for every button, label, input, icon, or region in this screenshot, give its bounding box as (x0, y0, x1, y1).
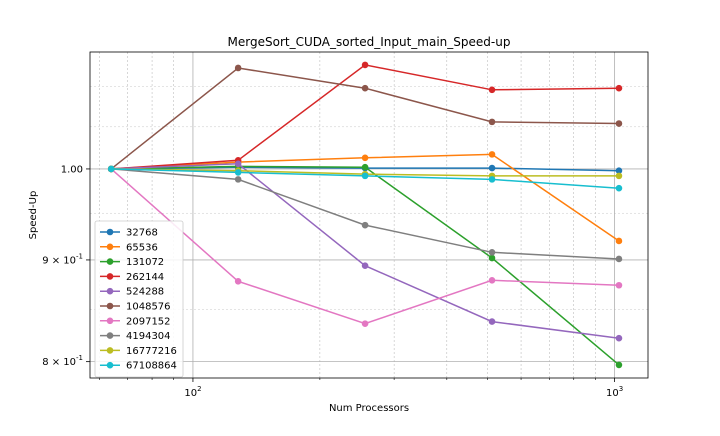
x-tick-label: 103 (606, 385, 623, 399)
x-tick-label: 102 (184, 385, 201, 399)
data-point-67108864 (361, 172, 369, 180)
legend: 32768 65536 131072 262144 524288 1048576 20971… (94, 220, 184, 378)
legend-label: 4194304 (126, 331, 171, 342)
legend-label: 16777216 (126, 346, 177, 357)
y-axis-label: Speed-Up (28, 191, 39, 240)
data-point-262144 (615, 84, 623, 92)
plot-area-frame (89, 51, 649, 379)
legend-label: 65536 (126, 242, 158, 253)
series-67108864 (107, 165, 623, 192)
legend-item: 262144 (100, 272, 164, 283)
data-point-32768 (488, 164, 496, 172)
data-point-16777216 (615, 172, 623, 180)
data-point-2097152 (361, 320, 369, 327)
data-point-32768 (615, 167, 623, 174)
legend-label: 67108864 (126, 361, 177, 372)
legend-item: 65536 (100, 242, 158, 253)
legend-item: 4194304 (100, 331, 171, 342)
y-tick-label: 1.00 (61, 164, 83, 175)
data-point-2097152 (615, 281, 623, 289)
data-point-262144 (488, 86, 496, 94)
data-point-4194304 (488, 248, 496, 256)
data-point-524288 (615, 334, 623, 342)
data-point-1048576 (488, 118, 496, 126)
legend-swatch-marker (106, 243, 114, 251)
data-point-1048576 (615, 120, 623, 127)
data-point-65536 (488, 151, 496, 158)
legend-item: 524288 (100, 287, 164, 298)
legend-swatch-marker (106, 302, 114, 310)
legend-label: 524288 (126, 287, 164, 298)
axis-ticks: 102 103 8 × 10-1 9 × 10-1 1.00 (42, 164, 623, 399)
legend-swatch-marker (106, 228, 114, 236)
data-point-65536 (615, 237, 623, 245)
data-point-131072 (488, 254, 496, 262)
legend-item: 131072 (100, 257, 164, 268)
series-layer (107, 61, 623, 369)
legend-label: 262144 (126, 272, 164, 283)
legend-swatch-marker (106, 287, 114, 295)
legend-label: 2097152 (126, 316, 171, 327)
data-point-67108864 (488, 176, 496, 183)
data-point-131072 (615, 361, 623, 369)
chart-title: MergeSort_CUDA_sorted_Input_main_Speed-u… (228, 35, 511, 49)
data-point-65536 (361, 154, 369, 162)
legend-label: 131072 (126, 257, 164, 268)
data-point-2097152 (488, 277, 496, 284)
data-point-524288 (488, 318, 496, 325)
data-point-67108864 (615, 184, 623, 192)
legend-item: 16777216 (100, 346, 177, 357)
data-point-1048576 (361, 84, 369, 92)
x-axis-label: Num Processors (329, 403, 409, 414)
series-4194304 (107, 165, 623, 263)
legend-swatch-marker (106, 258, 114, 265)
legend-label: 32768 (126, 228, 158, 239)
legend-item: 1048576 (100, 302, 171, 313)
data-point-4194304 (361, 221, 369, 229)
y-tick-label: 8 × 10-1 (42, 354, 83, 368)
legend-swatch-marker (106, 361, 114, 369)
data-point-67108864 (234, 169, 242, 176)
legend-box (94, 220, 184, 378)
data-point-67108864 (107, 165, 115, 173)
legend-swatch-marker (106, 332, 114, 339)
data-point-524288 (361, 262, 369, 270)
data-point-4194304 (234, 176, 242, 183)
data-point-131072 (361, 163, 369, 171)
legend-swatch-marker (106, 273, 114, 280)
legend-item: 67108864 (100, 361, 177, 372)
data-point-1048576 (234, 64, 242, 72)
legend-swatch-marker (106, 317, 114, 325)
data-point-524288 (234, 160, 242, 168)
legend-swatch-marker (106, 347, 114, 354)
legend-label: 1048576 (126, 302, 171, 313)
data-point-4194304 (615, 255, 623, 263)
data-point-262144 (361, 61, 369, 69)
legend-item: 32768 (100, 228, 158, 239)
y-tick-label: 9 × 10-1 (42, 252, 83, 266)
data-point-2097152 (234, 278, 242, 285)
legend-item: 2097152 (100, 316, 171, 327)
